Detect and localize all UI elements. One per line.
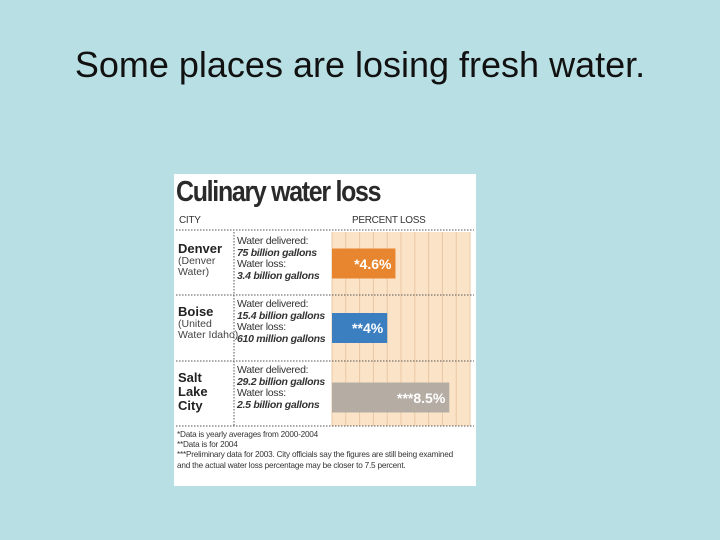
footnote: and the actual water loss percentage may… [177, 460, 406, 470]
loss-value: 3.4 billion gallons [237, 269, 320, 282]
delivered-label: Water delivered: [237, 364, 309, 376]
bar-0 [332, 248, 396, 279]
city-name: Boise [178, 304, 214, 319]
city-utility: (Denver Water) [178, 255, 216, 278]
delivered-label: Water delivered: [237, 298, 309, 310]
loss-value: 2.5 billion gallons [237, 398, 320, 411]
city-stats: Water delivered: 15.4 billion gallons Wate… [237, 298, 326, 345]
footnote: *Data is yearly averages from 2000-2004 [177, 430, 319, 439]
city-stats: Water delivered: 75 billion gallons Water … [237, 235, 320, 282]
column-header-city: CITY [179, 215, 201, 226]
loss-label: Water loss: [237, 321, 286, 333]
slide-title: Some places are losing fresh water. [74, 44, 646, 85]
delivered-value: 15.4 billion gallons [237, 309, 325, 322]
delivered-value: 29.2 billion gallons [237, 375, 325, 388]
footnote: **Data is for 2004 [177, 440, 238, 450]
bar-value-label: ***8.5% [397, 389, 446, 406]
chart-area [176, 229, 474, 427]
footnotes: *Data is yearly averages from 2000-2004 *… [177, 430, 473, 471]
city-name: Salt Lake City [178, 370, 208, 413]
bar-1 [332, 313, 388, 343]
chart-title: Culinary water loss [176, 176, 381, 208]
column-header-percent: PERCENT LOSS [352, 215, 426, 226]
loss-label: Water loss: [237, 258, 286, 270]
loss-value: 610 million gallons [237, 332, 326, 345]
loss-label: Water loss: [237, 387, 286, 399]
city-stats: Water delivered: 29.2 billion gallons Wate… [237, 364, 325, 411]
footnote: ***Preliminary data for 2003. City offic… [177, 450, 453, 460]
delivered-label: Water delivered: [237, 235, 309, 247]
city-name: Denver [178, 241, 223, 256]
city-utility: (United Water Idaho) [178, 318, 239, 341]
infographic: Culinary water loss CITY PERCENT LOSS *4… [174, 174, 476, 486]
delivered-value: 75 billion gallons [237, 246, 317, 259]
bar-2 [332, 382, 450, 413]
bar-value-label: **4% [352, 320, 384, 336]
bar-value-label: *4.6% [354, 255, 392, 272]
